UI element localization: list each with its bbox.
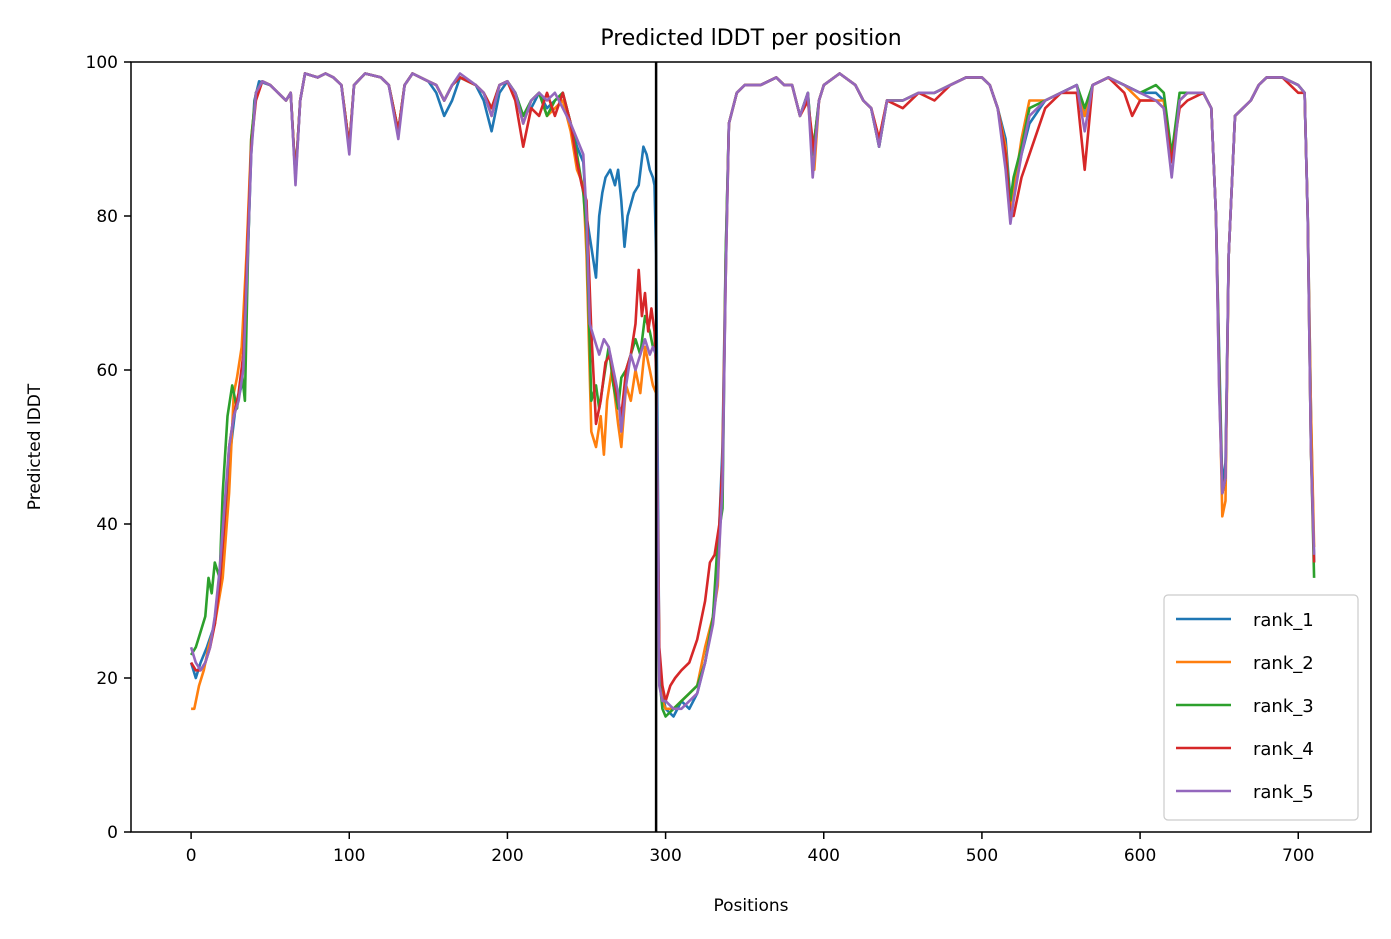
series-line-rank-1 [189, 72, 1316, 718]
x-axis-label: Positions [713, 896, 788, 916]
x-tick-label: 100 [333, 846, 365, 866]
legend-label: rank_3 [1253, 696, 1314, 717]
x-tick-label: 500 [966, 846, 998, 866]
y-tick-label: 100 [86, 53, 118, 73]
y-tick-label: 40 [96, 515, 118, 535]
legend-label: rank_2 [1253, 653, 1314, 674]
legend-label: rank_1 [1253, 610, 1314, 631]
series-line-rank-2 [191, 72, 1316, 711]
chart-title: Predicted lDDT per position [600, 26, 901, 51]
legend-label: rank_4 [1253, 739, 1314, 760]
series-line-rank-3 [189, 72, 1316, 718]
legend-box [1163, 594, 1359, 821]
series-line-rank-4 [189, 72, 1316, 703]
series-lines [189, 72, 1316, 718]
x-tick-label: 300 [649, 846, 681, 866]
legend: rank_1 rank_2 rank_3 rank_4 rank_5 [1163, 594, 1359, 821]
y-tick-label: 0 [107, 823, 118, 843]
x-axis-ticks: 0 100 200 300 400 500 600 700 [186, 832, 1314, 866]
y-axis-ticks: 0 20 40 60 80 100 [86, 53, 131, 843]
x-tick-label: 400 [808, 846, 840, 866]
legend-label: rank_5 [1253, 782, 1314, 803]
y-axis-label: Predicted lDDT [25, 383, 45, 510]
y-tick-label: 20 [96, 669, 118, 689]
x-tick-label: 700 [1282, 846, 1314, 866]
y-tick-label: 80 [96, 207, 118, 227]
x-tick-label: 200 [491, 846, 523, 866]
x-tick-label: 0 [186, 846, 197, 866]
series-line-rank-5 [189, 72, 1316, 711]
x-tick-label: 600 [1124, 846, 1156, 866]
plot-frame [130, 61, 1372, 833]
y-tick-label: 60 [96, 361, 118, 381]
